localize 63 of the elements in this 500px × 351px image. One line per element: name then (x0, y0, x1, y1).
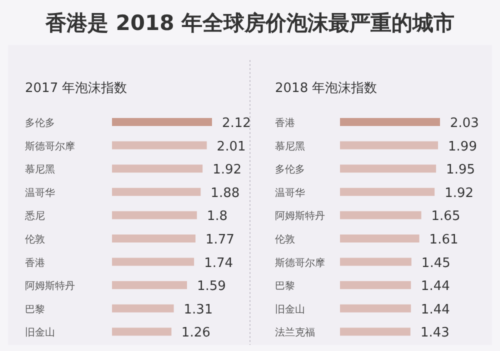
bar (112, 188, 201, 196)
y-tick-label: 香港 (25, 256, 45, 269)
bar (340, 211, 422, 220)
data-label: 1.95 (446, 162, 476, 178)
data-label: 1.77 (205, 232, 234, 248)
y-tick-label: 慕尼黑 (25, 164, 55, 176)
bar (112, 141, 207, 150)
data-label: 1.65 (431, 209, 460, 224)
y-tick-label: 温哥华 (275, 186, 305, 199)
y-tick-label: 巴黎 (275, 280, 295, 292)
y-tick-label: 伦敦 (275, 234, 295, 246)
y-tick-label: 法兰克福 (275, 326, 315, 339)
bar (112, 118, 212, 126)
data-label: 1.45 (421, 256, 450, 271)
y-tick-label: 旧金山 (25, 326, 55, 339)
y-tick-label: 阿姆斯特丹 (25, 280, 75, 292)
bar (340, 188, 435, 196)
text: 香港是 2018 年全球房价泡沫最严重的城市 (44, 11, 455, 35)
data-label: 1.59 (197, 279, 226, 294)
y-tick-label: 香港 (275, 117, 295, 129)
bar (340, 258, 412, 266)
data-label: 2.01 (216, 139, 246, 154)
data-label: 1.44 (420, 279, 450, 294)
data-label: 2.03 (450, 116, 479, 131)
y-tick-label: 斯德哥尔摩 (25, 140, 75, 152)
data-label: 1.26 (181, 326, 210, 341)
y-tick-label: 悉尼 (24, 210, 45, 222)
bar (340, 281, 411, 290)
bar (112, 211, 197, 220)
data-label: 1.74 (204, 256, 234, 271)
y-tick-label: 旧金山 (275, 303, 305, 316)
data-label: 1.43 (420, 326, 450, 341)
bar (112, 304, 174, 312)
bar (340, 304, 411, 312)
data-label: 2.12 (222, 116, 251, 131)
bar (112, 258, 194, 266)
bar (340, 118, 440, 126)
data-label: 1.44 (420, 302, 450, 318)
bar (112, 281, 187, 290)
data-label: 1.61 (429, 232, 458, 248)
y-tick-label: 伦敦 (25, 234, 45, 246)
y-tick-label: 阿姆斯特丹 (275, 210, 325, 222)
bar (340, 234, 420, 242)
data-label: 1.92 (212, 162, 242, 178)
data-label: 1.31 (184, 302, 213, 318)
data-label: 1.88 (210, 186, 240, 201)
data-label: 1.99 (448, 139, 477, 154)
bar (340, 328, 410, 336)
data-label: 1.8 (206, 209, 228, 224)
data-label: 1.92 (444, 186, 474, 201)
chart-title: 2018 年泡沫指数 (275, 81, 378, 96)
y-tick-label: 慕尼黑 (275, 140, 305, 152)
bar (112, 234, 196, 242)
y-tick-label: 温哥华 (25, 186, 55, 199)
bar (112, 328, 172, 336)
bar (340, 141, 438, 150)
chart-title: 2017 年泡沫指数 (25, 81, 128, 96)
y-tick-label: 斯德哥尔摩 (275, 256, 325, 269)
bar (340, 164, 436, 173)
y-tick-label: 多伦多 (25, 117, 55, 129)
bar (112, 164, 203, 173)
y-tick-label: 多伦多 (275, 164, 305, 176)
y-tick-label: 巴黎 (25, 303, 45, 316)
